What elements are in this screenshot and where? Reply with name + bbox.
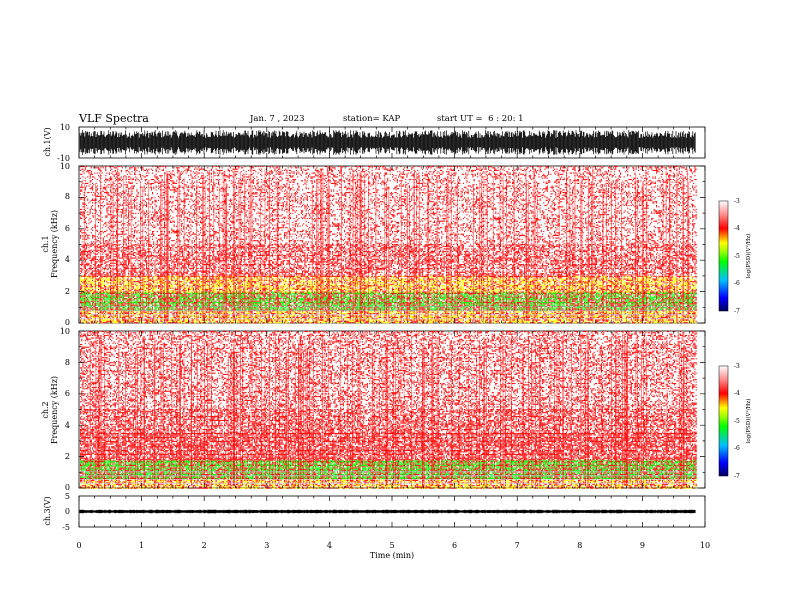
- spec2-ytick-2: 2: [65, 452, 70, 461]
- spec1-band-1-peak: [80, 291, 697, 311]
- xtick-7: 7: [515, 541, 520, 550]
- xtick-6: 6: [452, 541, 457, 550]
- ch3-ytick-minus5: -5: [62, 523, 70, 532]
- spec1-ytick-4: 4: [65, 255, 70, 264]
- spec1-ytick-2: 2: [65, 287, 70, 296]
- cb1-tick-m3: -3: [734, 198, 740, 205]
- spec2-ytick-10: 10: [60, 327, 70, 336]
- spec1-band-3-base: [80, 244, 697, 277]
- spec1-band-2-base: [80, 275, 697, 293]
- xtick-4: 4: [327, 541, 332, 550]
- ch1-waveform-ylabel: ch.1(V): [43, 127, 52, 156]
- xtick-10: 10: [700, 541, 710, 550]
- spec1-line-harmonics: [80, 306, 696, 319]
- cb1-label: log(PSD)(V²/Hz): [745, 234, 752, 279]
- xtick-2: 2: [202, 541, 207, 550]
- xaxis-label: Time (min): [370, 551, 414, 560]
- spec2-ytick-8: 8: [65, 358, 70, 367]
- cb2-label: log(PSD)(V²/Hz): [745, 399, 752, 444]
- spec1-band-2-peak: [80, 275, 697, 293]
- spec2-ytick-0: 0: [65, 483, 70, 492]
- cb2-tick-m5: -5: [734, 418, 740, 425]
- start-ut-label: start UT = 6 : 20: 1: [437, 114, 524, 124]
- tick-marks: [78, 127, 706, 527]
- spec1-ytick-8: 8: [65, 192, 70, 201]
- xtick-5: 5: [389, 541, 394, 550]
- spec2-band-1-peak: [80, 459, 697, 479]
- xtick-0: 0: [76, 541, 81, 550]
- date-label: Jan. 7 , 2023: [250, 114, 305, 124]
- ch3-ytick-0: 0: [65, 507, 70, 516]
- spec1-sferic-streaks: [84, 168, 689, 321]
- ch1-spectrogram-image: [80, 166, 697, 324]
- ch1-waveform-line: [79, 130, 696, 155]
- ch1-colorbar: [718, 200, 729, 312]
- ch1-ytick-top: 10: [60, 123, 70, 132]
- spec1-band-4-peak: [80, 166, 697, 246]
- station-label: station= KAP: [343, 114, 401, 124]
- spec2-band-3-base: [80, 409, 697, 434]
- spec1-ylabel-frequency: Frequency (kHz): [50, 210, 59, 278]
- cb2-tick-m3: -3: [734, 363, 740, 370]
- spec1-ytick-0: 0: [65, 318, 70, 327]
- xtick-9: 9: [640, 541, 645, 550]
- ch3-waveform-ylabel: ch.3(V): [43, 496, 52, 525]
- cb1-tick-m6: -6: [734, 280, 740, 287]
- spec2-sferic-streaks: [89, 333, 688, 486]
- cb1-tick-m7: -7: [734, 308, 740, 315]
- spec2-line-harmonics: [80, 471, 696, 484]
- cb2-tick-m7: -7: [734, 473, 740, 480]
- xtick-3: 3: [264, 541, 269, 550]
- spec1-ytick-6: 6: [65, 224, 70, 233]
- spec1-band-1-base: [80, 291, 697, 311]
- figure-title: VLF Spectra: [79, 112, 149, 125]
- spec2-band-4-peak: [80, 331, 697, 411]
- xtick-8: 8: [577, 541, 582, 550]
- spec1-ytick-10: 10: [60, 162, 70, 171]
- spec2-ytick-6: 6: [65, 389, 70, 398]
- spec2-ytick-4: 4: [65, 421, 70, 430]
- ch3-waveform-line: [79, 509, 696, 514]
- cb2-tick-m4: -4: [734, 390, 740, 397]
- ch2-colorbar: [718, 365, 729, 477]
- axis-ticks: [78, 127, 706, 527]
- spec1-ylabel-channel: ch.1: [41, 235, 50, 252]
- spec2-ylabel-frequency: Frequency (kHz): [50, 376, 59, 444]
- ch1-waveform-trace: [79, 130, 696, 155]
- cb1-tick-m4: -4: [734, 225, 740, 232]
- spec2-ylabel-channel: ch.2: [41, 401, 50, 418]
- cb1-tick-m5: -5: [734, 253, 740, 260]
- ch3-ytick-5: 5: [65, 492, 70, 501]
- ch3-waveform-trace: [79, 509, 696, 514]
- cb2-tick-m6: -6: [734, 445, 740, 452]
- ch1-ytick-bottom: -10: [57, 154, 70, 163]
- xtick-1: 1: [139, 541, 144, 550]
